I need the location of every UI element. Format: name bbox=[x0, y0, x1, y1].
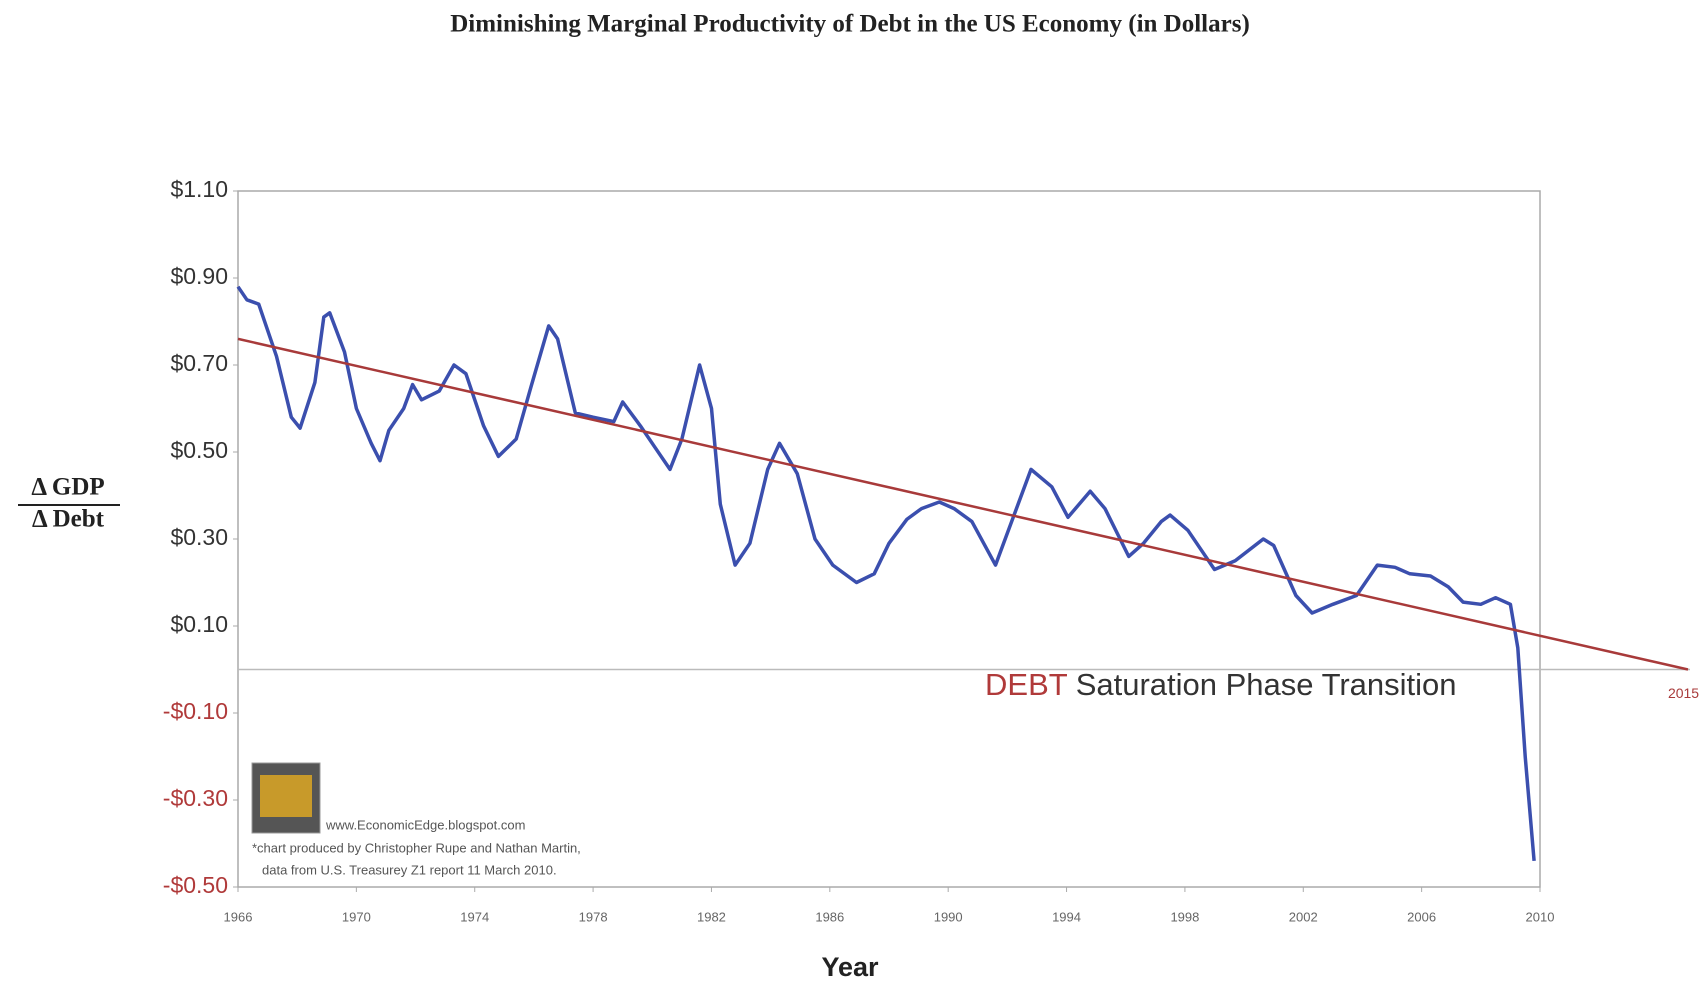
y-label-denominator: Δ Debt bbox=[32, 506, 105, 533]
y-label-numerator: Δ GDP bbox=[31, 474, 104, 501]
y-tick-label: $0.70 bbox=[170, 350, 228, 376]
x-tick-label: 1986 bbox=[815, 909, 844, 924]
x-tick-label: 1990 bbox=[934, 909, 963, 924]
annotation-highlight: DEBT bbox=[985, 667, 1068, 702]
x-tick-label: 1966 bbox=[224, 909, 253, 924]
y-tick-label: $0.50 bbox=[170, 437, 228, 463]
y-tick-label: $0.90 bbox=[170, 263, 228, 289]
y-tick-label: $1.10 bbox=[170, 176, 228, 202]
x-tick-label: 1974 bbox=[460, 909, 489, 924]
trend-end-label: 2015 bbox=[1668, 685, 1699, 701]
annotation-text: Saturation Phase Transition bbox=[1076, 667, 1457, 702]
x-axis-label: Year bbox=[821, 952, 879, 982]
y-tick-label: -$0.50 bbox=[163, 872, 228, 898]
y-tick-label: $0.30 bbox=[170, 524, 228, 550]
plot-frame bbox=[237, 190, 1541, 888]
x-tick-label: 2006 bbox=[1407, 909, 1436, 924]
y-tick-label: -$0.30 bbox=[163, 785, 228, 811]
trend-line bbox=[237, 337, 1689, 671]
data-line bbox=[236, 285, 1536, 862]
x-tick-label: 1998 bbox=[1170, 909, 1199, 924]
credit-line: *chart produced by Christopher Rupe and … bbox=[252, 840, 581, 855]
chart-title: Diminishing Marginal Productivity of Deb… bbox=[450, 11, 1250, 38]
x-tick-label: 1982 bbox=[697, 909, 726, 924]
x-tick-label: 2010 bbox=[1526, 909, 1555, 924]
y-tick-label: $0.10 bbox=[170, 611, 228, 637]
credit-url: www.EconomicEdge.blogspot.com bbox=[325, 817, 525, 832]
logo-inner bbox=[260, 775, 312, 817]
x-tick-label: 2002 bbox=[1289, 909, 1318, 924]
y-tick-label: -$0.10 bbox=[163, 698, 228, 724]
annotation: DEBT Saturation Phase Transition bbox=[985, 667, 1457, 702]
x-tick-label: 1970 bbox=[342, 909, 371, 924]
credit-line: data from U.S. Treasurey Z1 report 11 Ma… bbox=[262, 862, 557, 877]
x-tick-label: 1994 bbox=[1052, 909, 1081, 924]
x-tick-label: 1978 bbox=[579, 909, 608, 924]
